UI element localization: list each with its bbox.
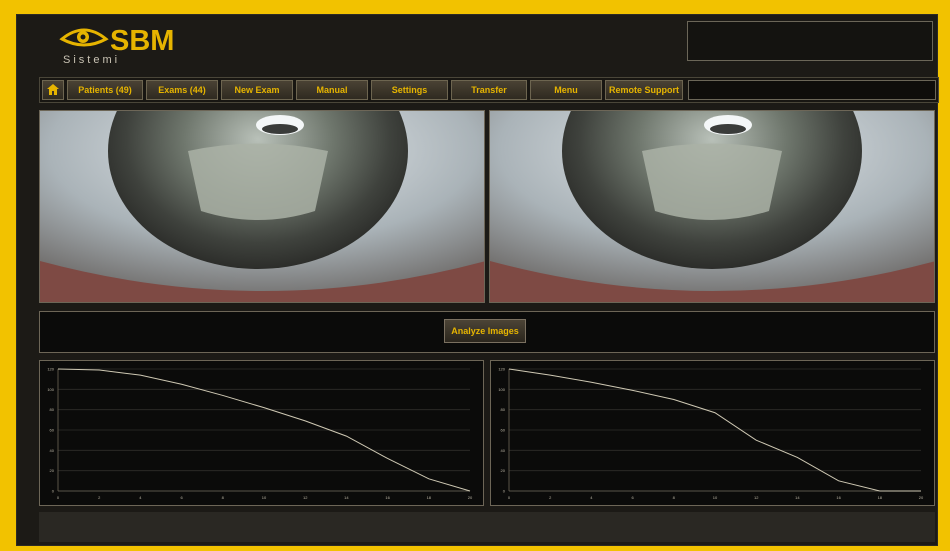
- y-tick-label: 0: [503, 489, 506, 494]
- status-bar: [39, 512, 935, 542]
- y-tick-label: 120: [47, 367, 54, 372]
- x-tick-label: 16: [836, 495, 841, 500]
- tab-exams[interactable]: Exams (44): [146, 80, 218, 100]
- tab-settings[interactable]: Settings: [371, 80, 448, 100]
- y-tick-label: 40: [501, 448, 506, 453]
- tab-patients[interactable]: Patients (49): [67, 80, 143, 100]
- x-tick-label: 14: [344, 495, 349, 500]
- y-tick-label: 80: [50, 407, 55, 412]
- x-tick-label: 18: [427, 495, 432, 500]
- tab-new-exam[interactable]: New Exam: [221, 80, 293, 100]
- x-tick-label: 14: [795, 495, 800, 500]
- y-tick-label: 0: [52, 489, 55, 494]
- series-line: [508, 368, 921, 492]
- x-tick-label: 16: [385, 495, 390, 500]
- status-box: [687, 21, 933, 61]
- x-tick-label: 2: [549, 495, 552, 500]
- home-button[interactable]: [42, 80, 64, 100]
- menu-bar: Patients (49) Exams (44) New Exam Manual…: [39, 77, 939, 103]
- x-tick-label: 2: [98, 495, 101, 500]
- y-tick-label: 60: [50, 428, 55, 433]
- x-tick-label: 20: [919, 495, 924, 500]
- tab-transfer[interactable]: Transfer: [451, 80, 527, 100]
- y-tick-label: 20: [501, 468, 506, 473]
- y-tick-label: 100: [47, 387, 54, 392]
- x-tick-label: 8: [673, 495, 676, 500]
- x-tick-label: 0: [57, 495, 60, 500]
- y-tick-label: 120: [498, 367, 505, 372]
- x-tick-label: 6: [180, 495, 183, 500]
- x-tick-label: 4: [590, 495, 593, 500]
- x-tick-label: 20: [468, 495, 473, 500]
- logo: SBM Sistemi: [59, 23, 199, 67]
- tab-manual[interactable]: Manual: [296, 80, 368, 100]
- analysis-panel: Analyze Images: [39, 311, 935, 353]
- x-tick-label: 8: [222, 495, 225, 500]
- y-tick-label: 20: [50, 468, 55, 473]
- info-field: [688, 80, 936, 100]
- y-tick-label: 80: [501, 407, 506, 412]
- tab-menu[interactable]: Menu: [530, 80, 602, 100]
- eye-logo-icon: [59, 28, 109, 47]
- y-tick-label: 60: [501, 428, 506, 433]
- x-tick-label: 10: [713, 495, 718, 500]
- logo-subtitle: Sistemi: [63, 54, 121, 66]
- x-tick-label: 18: [878, 495, 883, 500]
- x-tick-label: 0: [508, 495, 511, 500]
- logo-text: SBM: [110, 25, 175, 57]
- series-line: [57, 368, 471, 492]
- x-tick-label: 12: [303, 495, 308, 500]
- app-window: SBM Sistemi Patients (49) Exams (44) New…: [16, 14, 939, 546]
- chart-left: 0 20 40 60 80 100 120 0 2 4 6 8 10 12 14 16 18 20: [39, 360, 484, 506]
- x-tick-label: 10: [262, 495, 267, 500]
- analyze-images-button[interactable]: Analyze Images: [444, 319, 526, 343]
- y-tick-label: 40: [50, 448, 55, 453]
- eye-image-right[interactable]: [489, 110, 935, 303]
- x-tick-label: 4: [139, 495, 142, 500]
- x-tick-label: 6: [631, 495, 634, 500]
- eye-image-left[interactable]: [39, 110, 485, 303]
- y-tick-label: 100: [498, 387, 505, 392]
- tab-remote-support[interactable]: Remote Support: [605, 80, 683, 100]
- home-icon: [47, 84, 59, 95]
- chart-right: 0 20 40 60 80 100 120 0 2 4 6 8 10 12 14 16 18 20: [490, 360, 935, 506]
- x-tick-label: 12: [754, 495, 759, 500]
